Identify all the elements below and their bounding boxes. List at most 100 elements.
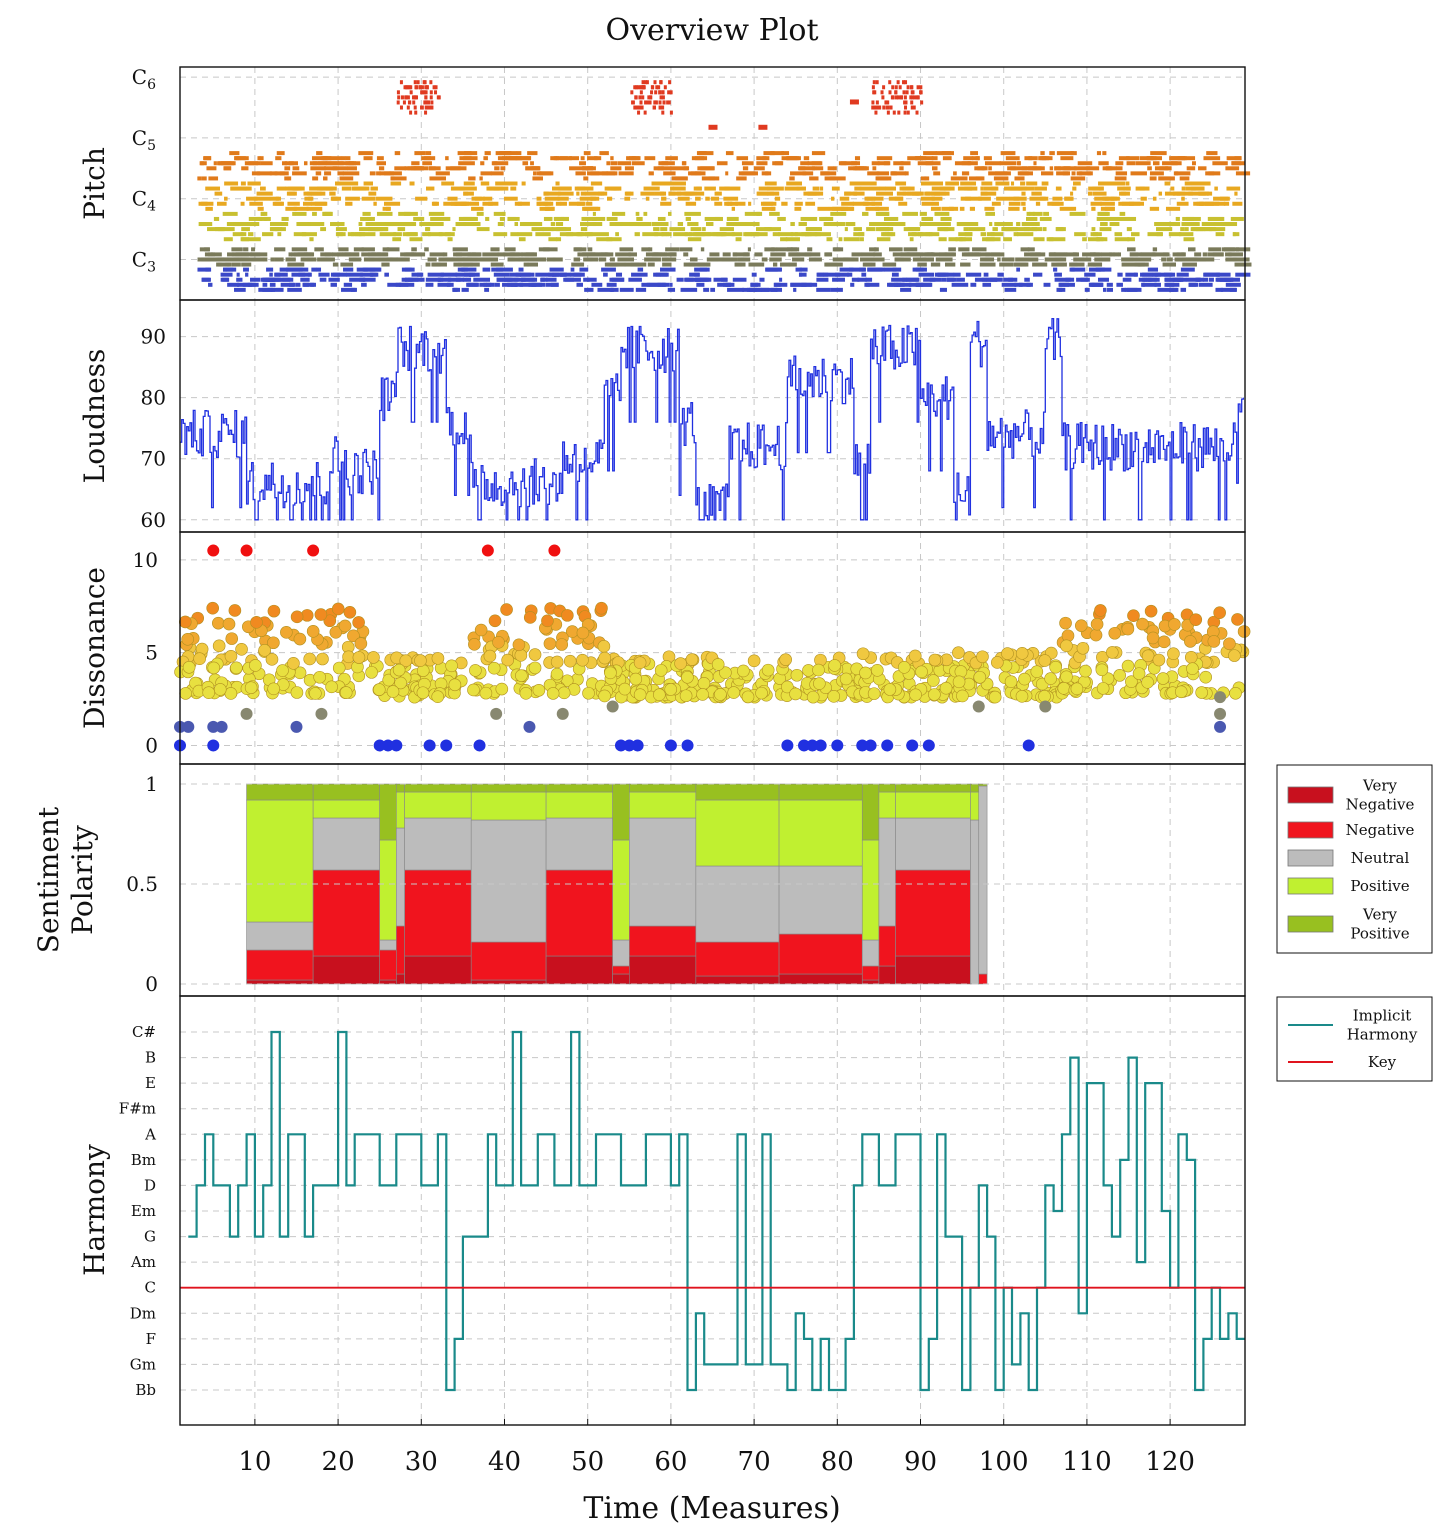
pitch-note xyxy=(535,232,551,237)
pitch-note xyxy=(606,282,617,287)
pitch-note xyxy=(502,282,517,287)
pitch-note xyxy=(276,186,286,191)
pitch-note xyxy=(335,227,347,232)
pitch-note xyxy=(1154,282,1161,287)
pitch-note xyxy=(873,105,877,110)
pitch-note xyxy=(1022,206,1026,211)
pitch-note xyxy=(463,181,475,186)
dissonance-point xyxy=(548,544,561,557)
pitch-note xyxy=(1200,201,1214,206)
pitch-note xyxy=(343,267,354,272)
dissonance-point xyxy=(474,623,488,637)
pitch-note xyxy=(867,171,880,176)
pitch-note xyxy=(422,232,431,237)
pitch-note xyxy=(894,257,902,262)
dissonance-point xyxy=(290,686,304,699)
pitch-note xyxy=(633,85,637,90)
pitch-note xyxy=(887,222,904,227)
pitch-note xyxy=(1005,156,1020,161)
dissonance-point xyxy=(679,689,693,703)
pitch-note xyxy=(1051,262,1067,267)
pitch-note xyxy=(657,216,666,221)
dissonance-point xyxy=(230,661,243,675)
pitch-note xyxy=(223,227,235,232)
pitch-note xyxy=(420,90,424,95)
pitch-note xyxy=(207,252,215,257)
pitch-note xyxy=(698,151,707,156)
dissonance-point xyxy=(483,649,497,663)
pitch-note xyxy=(1162,262,1176,267)
pitch-note xyxy=(245,272,249,277)
pitch-note xyxy=(965,272,982,277)
pitch-note xyxy=(1026,211,1031,216)
sentiment-band xyxy=(404,955,472,985)
pitch-note xyxy=(463,191,474,196)
x-tick-label: 110 xyxy=(1062,1447,1112,1477)
dissonance-point xyxy=(781,739,794,752)
pitch-note xyxy=(1166,282,1175,287)
dissonance-point xyxy=(1089,628,1103,642)
pitch-note xyxy=(1127,237,1135,242)
pitch-note xyxy=(358,151,374,156)
pitch-note xyxy=(1071,262,1085,267)
dissonance-point xyxy=(1136,617,1149,631)
pitch-note xyxy=(661,282,670,287)
dissonance-point xyxy=(1237,625,1251,638)
pitch-note xyxy=(838,161,847,166)
pitch-note xyxy=(693,232,707,237)
dissonance-point xyxy=(1030,665,1044,678)
pitch-note xyxy=(965,196,982,201)
pitch-note xyxy=(756,161,768,166)
pitch-note xyxy=(413,166,429,171)
dissonance-point xyxy=(523,611,537,624)
pitch-note xyxy=(1041,171,1054,176)
pitch-note xyxy=(400,252,417,257)
dissonance-point xyxy=(557,686,571,700)
pitch-note xyxy=(606,216,618,221)
pitch-note xyxy=(1087,166,1100,171)
dissonance-point xyxy=(1044,672,1057,685)
pitch-note xyxy=(1219,222,1234,227)
pitch-note xyxy=(432,85,436,90)
pitch-note xyxy=(525,166,540,171)
pitch-note xyxy=(491,267,503,272)
pitch-note xyxy=(1109,252,1113,257)
pitch-note xyxy=(721,277,728,282)
pitch-note xyxy=(1033,161,1037,166)
pitch-note xyxy=(338,247,349,252)
dissonance-point xyxy=(1060,670,1073,684)
pitch-note xyxy=(496,267,513,272)
dissonance-point xyxy=(532,683,546,697)
dissonance-point xyxy=(1223,637,1236,651)
sentiment-band xyxy=(396,827,405,927)
dissonance-point xyxy=(597,640,611,653)
pitch-note xyxy=(963,156,974,161)
pitch-note xyxy=(397,95,401,100)
pitch-note xyxy=(248,232,254,237)
dissonance-point xyxy=(309,687,322,700)
dissonance-point xyxy=(313,670,326,684)
pitch-note xyxy=(908,282,924,287)
pitch-note xyxy=(476,211,484,216)
pitch-note xyxy=(882,222,895,227)
pitch-note xyxy=(1043,282,1051,287)
pitch-note xyxy=(376,171,381,176)
pitch-note xyxy=(716,232,727,237)
pitch-note xyxy=(1040,151,1045,156)
pitch-note xyxy=(275,227,279,232)
pitch-note xyxy=(832,247,841,252)
pitch-note xyxy=(393,232,402,237)
dissonance-point xyxy=(473,739,486,752)
pitch-note xyxy=(1164,181,1171,186)
pitch-note xyxy=(653,166,661,171)
dissonance-point xyxy=(468,638,481,651)
pitch-note xyxy=(854,186,862,191)
pitch-note xyxy=(662,100,666,105)
pitch-note xyxy=(832,277,845,282)
pitch-note xyxy=(772,262,778,267)
pitch-note xyxy=(420,85,424,90)
pitch-note xyxy=(486,282,492,287)
pitch-note xyxy=(809,176,819,181)
pitch-note xyxy=(745,222,760,227)
pitch-note xyxy=(838,237,843,242)
